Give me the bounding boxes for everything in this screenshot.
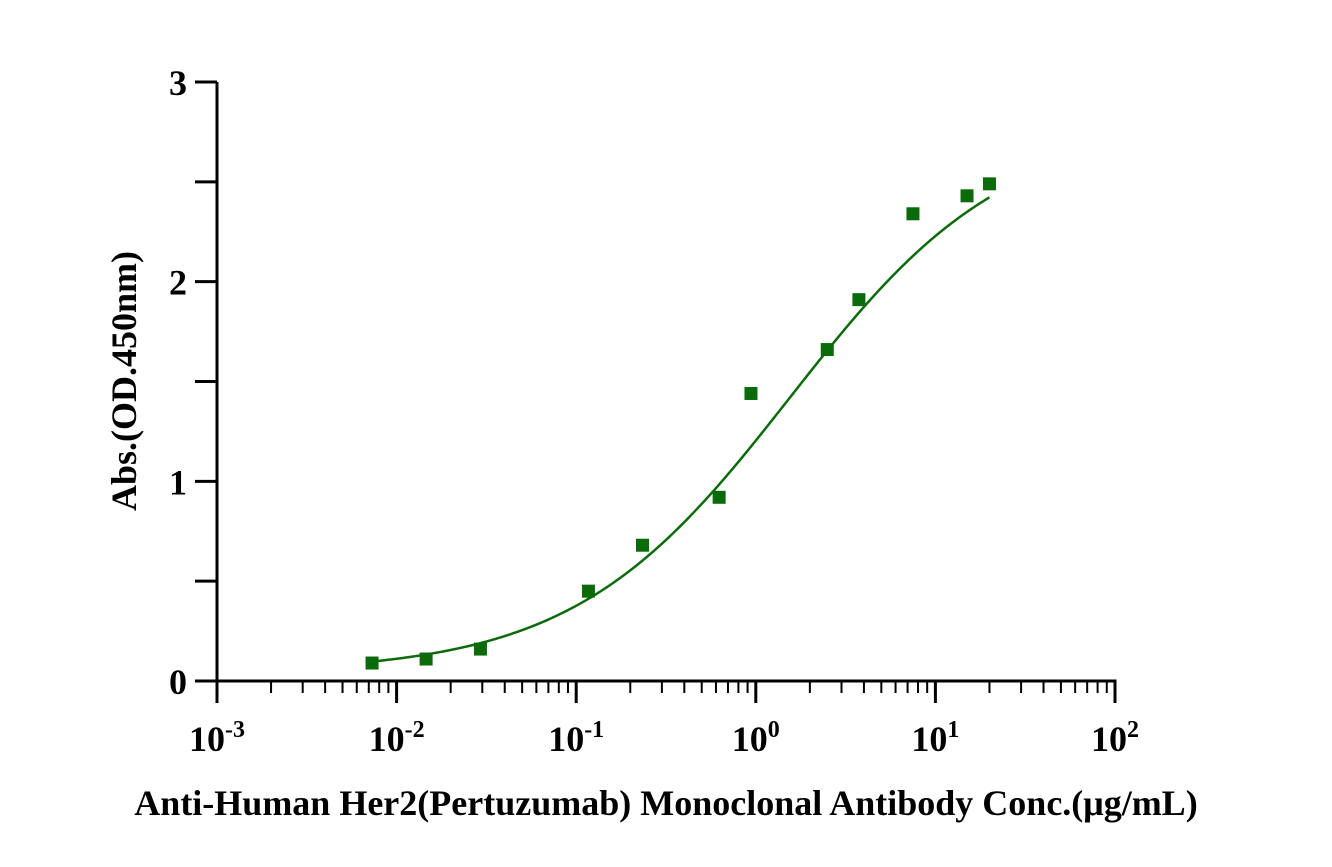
data-point (712, 490, 726, 504)
fit-curve (371, 196, 991, 663)
x-tick-label: 101 (911, 717, 959, 759)
data-point (906, 207, 920, 221)
data-point (636, 538, 650, 552)
y-axis-title: Abs.(OD.450nm) (104, 251, 144, 511)
data-point (365, 656, 379, 670)
tick-labels: 0 1 2 3 10-3 10-2 10-1 100 101 102 (169, 63, 1139, 759)
data-point (960, 189, 974, 203)
data-point (473, 642, 487, 656)
y-tick-label: 3 (169, 63, 187, 103)
data-point (852, 293, 866, 307)
y-tick-label: 2 (169, 263, 187, 303)
y-tick-label: 0 (169, 662, 187, 702)
axes (195, 80, 1117, 703)
x-tick-label: 100 (732, 717, 780, 759)
data-point (581, 584, 595, 598)
x-tick-label: 10-2 (369, 717, 425, 759)
data-points-layer (365, 177, 996, 670)
x-axis-title: Anti-Human Her2(Pertuzumab) Monoclonal A… (134, 783, 1197, 823)
data-point (419, 652, 433, 666)
x-tick-label: 10-1 (548, 717, 604, 759)
x-tick-label: 102 (1091, 717, 1139, 759)
x-tick-label: 10-3 (189, 717, 245, 759)
y-tick-label: 1 (169, 462, 187, 502)
data-point (982, 177, 996, 191)
data-point (820, 343, 834, 357)
fit-curve-layer (371, 196, 991, 663)
data-point (744, 386, 758, 400)
